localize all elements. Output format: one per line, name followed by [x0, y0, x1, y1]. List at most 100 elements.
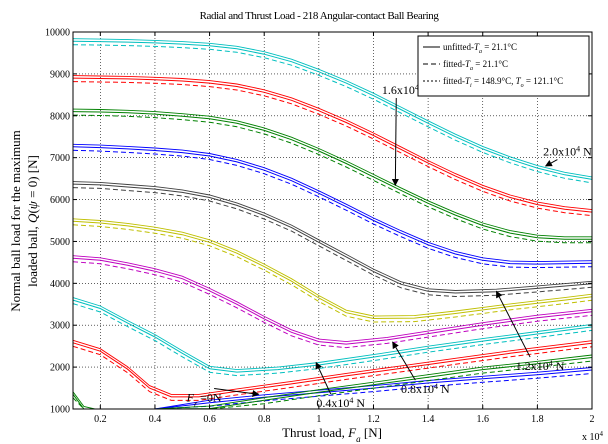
- series-line-unfitted: [72, 220, 593, 320]
- text-part: ψ: [25, 200, 40, 209]
- annotation-label: 0.8x104 N: [401, 382, 450, 397]
- text-part: = 21.1°C: [482, 42, 517, 52]
- text-part: F: [347, 425, 357, 440]
- text-part: =0N: [197, 390, 222, 404]
- series-line-fitted: [72, 81, 593, 217]
- text-part: Thrust load,: [282, 425, 348, 440]
- text-part: unfitted-: [443, 42, 474, 52]
- series-line-fitted: [72, 114, 592, 244]
- plot-frame: [72, 31, 593, 410]
- annotation-label: 2.0x104 N: [543, 144, 592, 159]
- annotation-label: 0.4x104 N: [316, 395, 365, 410]
- x-tick-label: 0.4: [149, 414, 162, 425]
- text-part: a: [479, 49, 482, 55]
- annotation-arrow: [392, 341, 416, 381]
- text-part: F: [186, 390, 195, 404]
- x-tick-label: 0.6: [203, 414, 216, 425]
- x-scale-note: x 104: [582, 430, 604, 443]
- text-part: = 121.1°C: [524, 76, 563, 86]
- series-line-fitted-hot: [72, 218, 593, 317]
- series-line-unfitted: [72, 77, 593, 213]
- text-part: = 0) [N]: [25, 155, 40, 201]
- series-line-fitted: [72, 345, 593, 401]
- text-part: (: [25, 209, 40, 213]
- text-part: Q: [25, 213, 40, 223]
- text-part: fitted-: [443, 76, 465, 86]
- annotation-arrow: [544, 159, 558, 167]
- text-part: 4: [549, 359, 553, 368]
- text-part: loaded ball,: [25, 223, 40, 287]
- text-part: [N]: [361, 425, 382, 440]
- text-part: 0.8x10: [401, 382, 434, 396]
- text-part: 4: [434, 382, 438, 391]
- annotation-arrow: [495, 290, 531, 358]
- text-part: N: [438, 382, 450, 396]
- text-part: N: [353, 396, 365, 410]
- text-part: N: [580, 145, 592, 159]
- y-tick-label: 5000: [50, 237, 70, 248]
- text-part: = 148.9°C,: [472, 76, 516, 86]
- series-line-unfitted: [72, 111, 592, 240]
- x-axis-label: Thrust load, Fa [N]: [282, 425, 382, 444]
- text-part: 4: [349, 395, 353, 404]
- series-line-fitted: [72, 187, 593, 298]
- annotation-arrow: [214, 387, 260, 397]
- legend-entry-label: unfitted-Ta = 21.1°C: [443, 42, 517, 55]
- series-line-fitted-hot: [72, 108, 592, 238]
- series-line-fitted: [72, 303, 593, 377]
- series-line-fitted-hot: [72, 181, 593, 291]
- series-line-unfitted: [72, 146, 593, 265]
- series-line-fitted: [72, 360, 593, 410]
- x-tick-label: 0.8: [258, 414, 271, 425]
- y-tick-label: 4000: [50, 279, 70, 290]
- series-line-fitted-hot: [72, 75, 593, 211]
- annotation-label: 1.2x104 N: [516, 359, 565, 374]
- annotations: Fr =0N 0.4x104 N0.8x104 N1.2x104 N1.6x104…: [186, 82, 592, 409]
- y-tick-label: 2000: [50, 363, 70, 374]
- y-tick-label: 3000: [50, 321, 70, 332]
- series-line-unfitted: [72, 299, 593, 373]
- chart-title: Radial and Thrust Load - 218 Angular-con…: [200, 10, 440, 22]
- series-line-fitted-hot: [72, 38, 593, 178]
- annotation-arrow: [315, 361, 332, 395]
- series-line-fitted: [72, 224, 593, 323]
- text-part: N: [553, 359, 565, 373]
- text-part: T: [474, 42, 480, 52]
- text-part: 4: [415, 82, 419, 91]
- x-tick-label: 1.4: [422, 414, 435, 425]
- series-line-fitted: [72, 44, 593, 184]
- text-part: a: [356, 434, 361, 444]
- series-line-fitted-hot: [72, 255, 593, 343]
- series-line-unfitted: [72, 342, 593, 398]
- axis-ticks: 0.2 0.4 0.6 0.8 1 1.2 1.4 1.6 1.8 210002000300040…: [45, 28, 595, 426]
- y-tick-label: 7000: [50, 153, 70, 164]
- series-line-unfitted: [72, 40, 593, 180]
- y-tick-label: 10000: [45, 28, 70, 39]
- text-part: = 21.1°C: [473, 59, 508, 69]
- series-line-unfitted: [72, 183, 593, 294]
- text-part: 4: [576, 144, 580, 153]
- text-part: 4: [600, 430, 604, 438]
- x-tick-label: 2: [590, 414, 595, 425]
- text-part: T: [465, 59, 471, 69]
- x-tick-label: 1: [316, 414, 321, 425]
- series-group: [72, 38, 593, 410]
- y-tick-label: 9000: [50, 69, 70, 80]
- series-line-unfitted: [72, 257, 593, 345]
- text-part: 2.0x10: [543, 145, 576, 159]
- text-part: T: [465, 76, 471, 86]
- text-part: 1.2x10: [516, 359, 549, 373]
- annotation-label: Fr =0N: [186, 390, 222, 408]
- x-tick-label: 1.8: [531, 414, 544, 425]
- series-line-fitted: [72, 261, 593, 349]
- y-axis-label-line1: Normal ball load for the maximum: [8, 130, 23, 312]
- legend-box: [417, 35, 590, 97]
- text-part: fitted-: [443, 59, 465, 69]
- x-tick-label: 0.2: [94, 414, 107, 425]
- text-part: T: [516, 76, 522, 86]
- text-part: 0.4x10: [316, 396, 349, 410]
- text-part: r: [194, 399, 198, 408]
- series-line-fitted-hot: [72, 297, 593, 371]
